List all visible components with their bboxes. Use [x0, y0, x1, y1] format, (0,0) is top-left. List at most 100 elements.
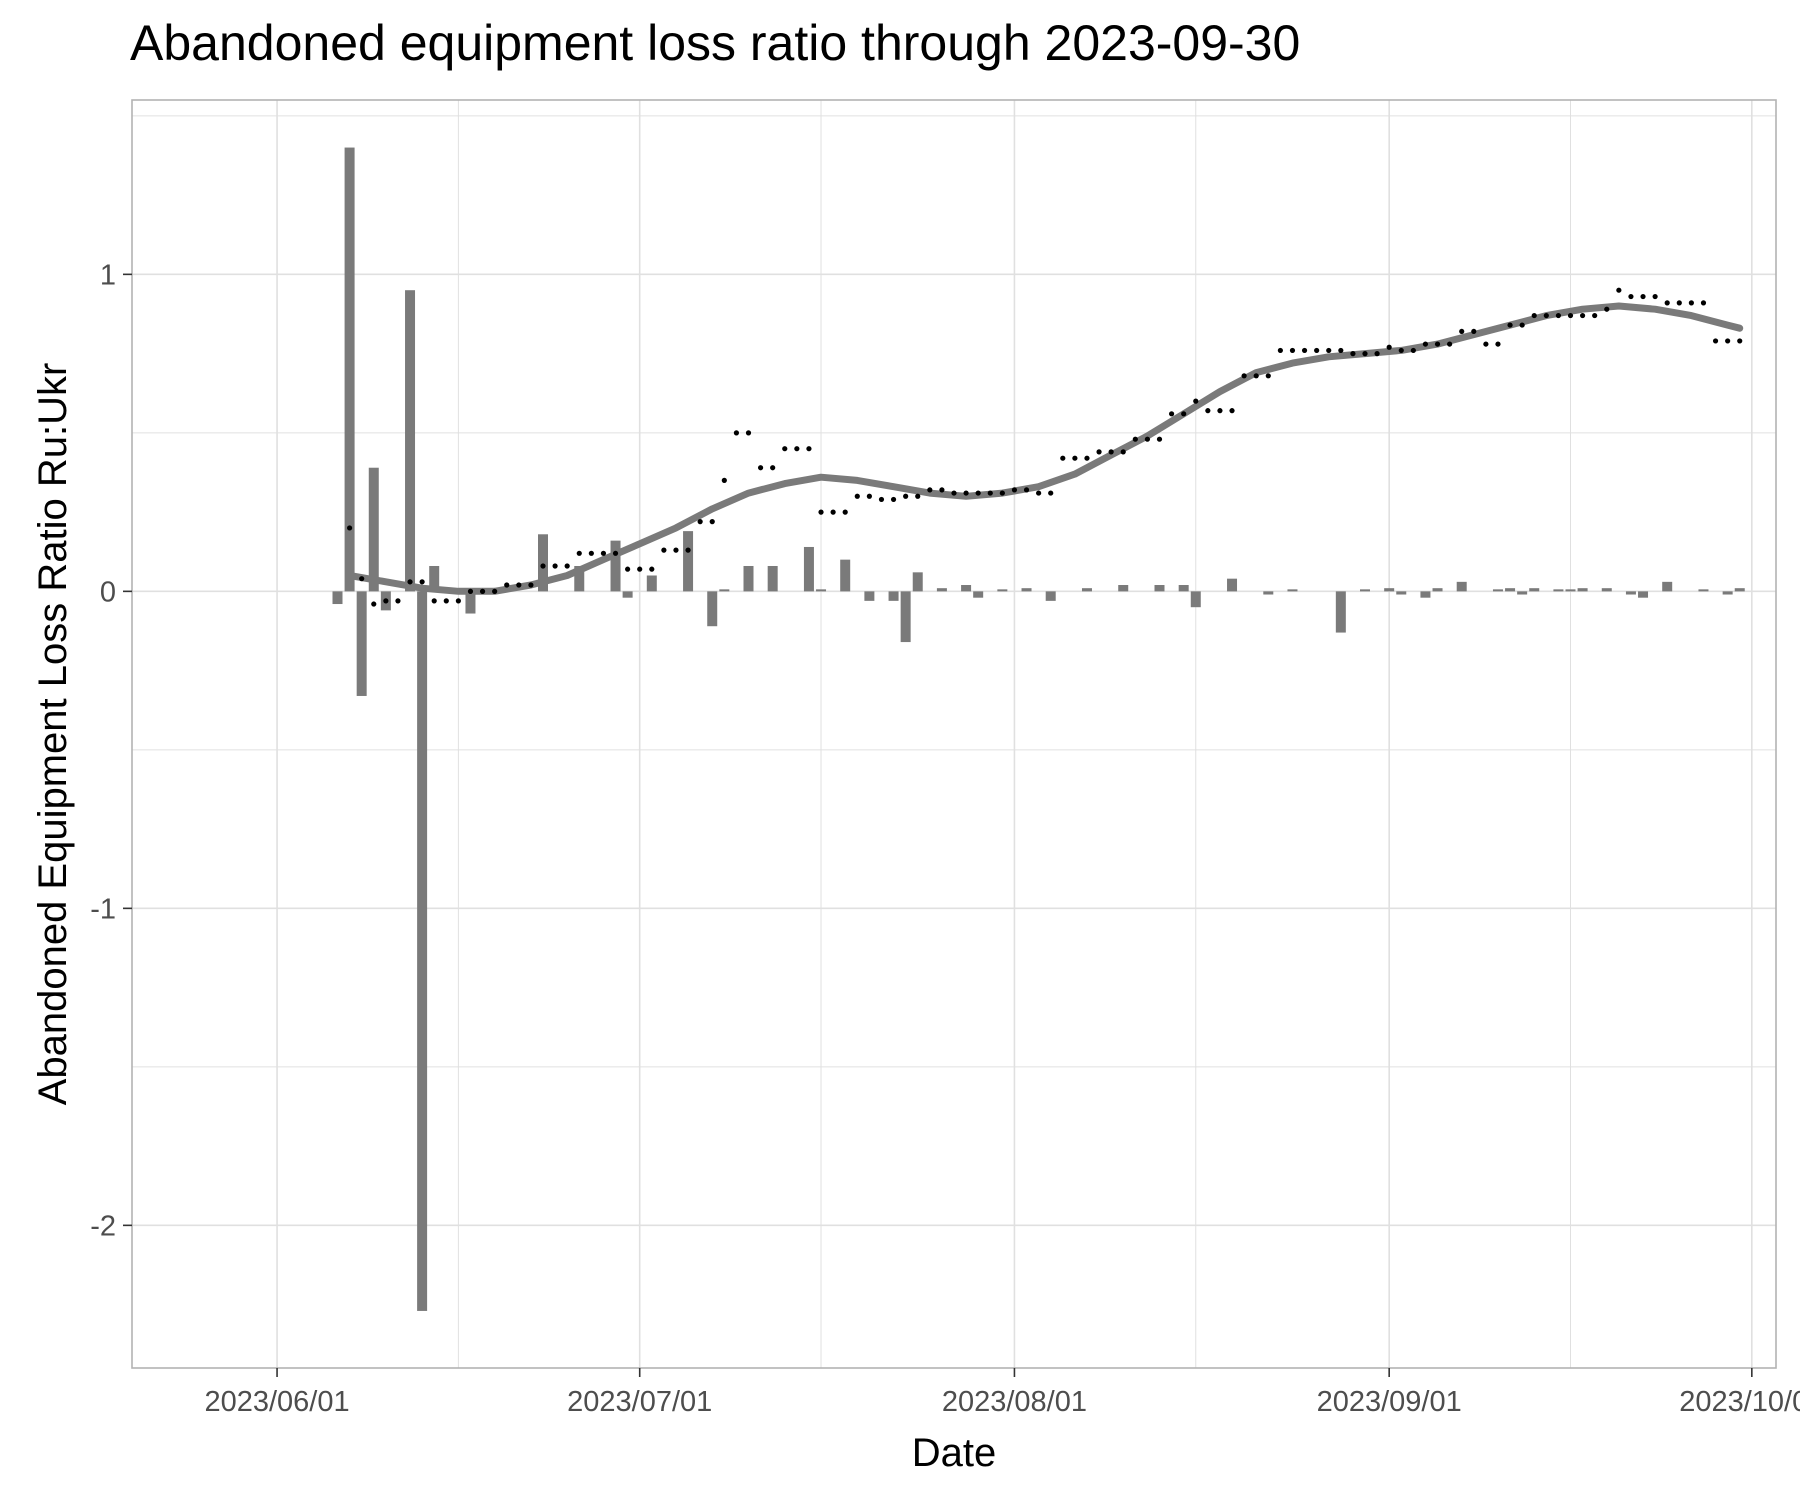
data-point	[1144, 436, 1151, 442]
data-point	[625, 566, 631, 572]
data-point	[564, 563, 570, 569]
smooth-trend-line	[346, 302, 1744, 595]
x-tick-label: 2023/09/01	[1317, 1386, 1462, 1418]
bar	[719, 589, 730, 592]
data-point	[975, 490, 981, 496]
data-point	[1640, 293, 1646, 300]
data-point	[854, 493, 860, 499]
data-point	[528, 582, 534, 588]
y-tick-label: 1	[100, 259, 116, 291]
bar	[368, 467, 379, 592]
bar	[888, 591, 899, 601]
bar	[1601, 588, 1612, 592]
data-point	[866, 493, 872, 499]
data-point	[1265, 373, 1271, 379]
data-point	[818, 509, 824, 515]
data-point	[1386, 344, 1392, 350]
bar	[1565, 589, 1576, 592]
y-axis-title: Abandoned Equipment Loss Ratio Ru:Ukr	[31, 363, 75, 1106]
data-point	[903, 493, 909, 499]
data-point	[1193, 398, 1199, 404]
data-point	[1664, 300, 1670, 306]
bar	[1698, 589, 1709, 592]
bar	[936, 588, 947, 592]
data-point	[540, 563, 546, 569]
bar	[840, 559, 851, 592]
bar	[1529, 588, 1540, 592]
data-point	[383, 598, 389, 604]
data-point	[1592, 312, 1598, 319]
bar	[1662, 581, 1673, 592]
data-point	[1507, 322, 1513, 328]
data-point	[479, 588, 486, 594]
x-axis: 2023/06/01 2023/07/01 2023/08/01 2023/09/01…	[204, 1368, 1800, 1418]
bar	[1045, 591, 1056, 601]
bar	[743, 565, 754, 592]
bar	[465, 591, 476, 614]
bar	[1360, 589, 1370, 592]
bar	[1456, 581, 1467, 592]
data-point	[1410, 347, 1416, 354]
data-point	[782, 446, 788, 452]
data-point	[1688, 300, 1694, 306]
data-point	[1652, 293, 1658, 300]
data-point	[1398, 347, 1404, 354]
bar	[574, 565, 585, 592]
data-point	[1156, 436, 1163, 442]
data-point	[794, 446, 800, 452]
data-point	[1217, 408, 1223, 414]
bar	[1420, 591, 1431, 598]
data-point	[395, 598, 401, 604]
bar	[405, 290, 416, 592]
data-point	[576, 550, 582, 556]
data-point	[733, 430, 740, 436]
data-point	[612, 550, 619, 556]
data-point	[951, 490, 957, 496]
y-tick-label: -2	[90, 1210, 116, 1242]
data-point	[1072, 455, 1078, 461]
data-point	[1531, 312, 1537, 319]
data-point	[1676, 300, 1682, 306]
bar	[683, 531, 694, 592]
data-point	[721, 477, 727, 483]
panel-border	[131, 99, 1777, 1369]
bar	[1577, 588, 1588, 592]
data-point	[999, 490, 1005, 496]
data-point	[709, 519, 715, 525]
y-tick-label: 0	[100, 576, 116, 608]
bar	[1517, 591, 1528, 595]
data-point	[757, 465, 764, 471]
data-point	[842, 509, 848, 515]
bar	[356, 591, 367, 696]
data-point	[1362, 351, 1368, 357]
data-point	[588, 550, 594, 556]
data-point	[890, 496, 897, 503]
bar	[610, 540, 621, 592]
data-point	[1023, 487, 1030, 493]
data-point	[927, 487, 933, 493]
data-point	[939, 487, 945, 493]
data-point	[1289, 347, 1296, 354]
data-point	[346, 525, 353, 531]
data-point	[673, 547, 679, 553]
data-point	[1036, 490, 1042, 496]
data-point	[1567, 312, 1574, 319]
data-point	[455, 598, 461, 604]
x-axis-title: Date	[912, 1431, 997, 1475]
data-point	[1060, 455, 1066, 461]
bar	[538, 534, 548, 592]
bar	[864, 591, 875, 601]
bar	[1384, 588, 1395, 592]
data-point	[419, 579, 425, 585]
data-point	[1168, 411, 1175, 417]
x-tick-label: 2023/06/01	[204, 1386, 349, 1418]
bar	[803, 546, 814, 592]
data-point	[637, 566, 643, 572]
bar	[1553, 589, 1564, 592]
bar	[332, 591, 343, 605]
data-point	[467, 588, 474, 594]
bar	[961, 585, 972, 592]
bar	[1287, 589, 1298, 592]
grid-layer	[132, 100, 1776, 1368]
bar	[1227, 578, 1238, 592]
